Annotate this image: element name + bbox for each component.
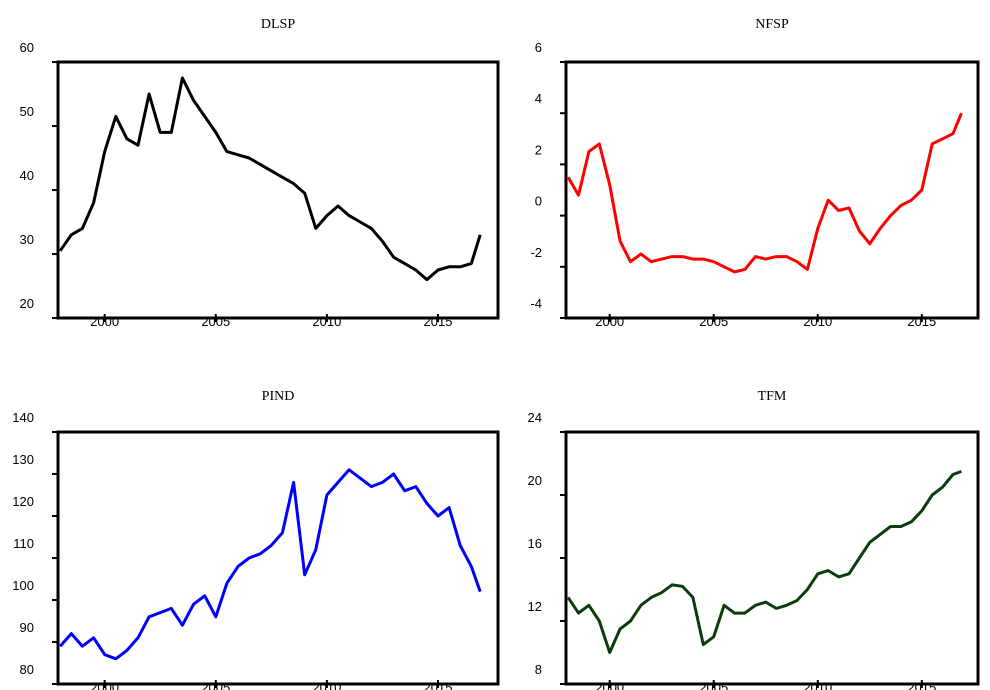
x-tick-label: 2005 [699, 680, 728, 690]
chart-title: DLSP [261, 17, 295, 32]
y-tick-label: 12 [528, 599, 542, 614]
x-tick-label: 2005 [699, 314, 728, 329]
x-tick-label: 2000 [90, 314, 119, 329]
y-tick-label: 130 [12, 452, 34, 467]
plot-frame [56, 60, 500, 320]
x-tick-label: 2000 [90, 680, 119, 690]
data-line [566, 112, 963, 274]
chart-title: PIND [262, 389, 295, 404]
y-tick-label: 2 [535, 142, 542, 157]
y-tick-label: 4 [535, 91, 542, 106]
chart-title: TFM [758, 389, 787, 404]
y-tick-label: 60 [20, 40, 34, 55]
chart-title: NFSP [755, 17, 789, 32]
y-tick-label: 0 [535, 194, 542, 209]
plot-frame [56, 430, 500, 686]
plot-frame [564, 430, 980, 686]
y-tick-label: 24 [528, 410, 542, 425]
y-tick-label: -4 [530, 296, 542, 311]
plot-frame [564, 60, 980, 320]
x-tick-label: 2015 [907, 680, 936, 690]
x-tick-label: 2010 [312, 680, 341, 690]
x-tick-label: 2015 [424, 680, 453, 690]
y-tick-label: 120 [12, 494, 34, 509]
y-tick-label: 90 [20, 620, 34, 635]
x-tick-label: 2010 [803, 314, 832, 329]
y-tick-label: 6 [535, 40, 542, 55]
x-tick-label: 2010 [803, 680, 832, 690]
y-tick-label: 20 [20, 296, 34, 311]
y-tick-label: 40 [20, 168, 34, 183]
x-tick-label: 2000 [595, 680, 624, 690]
data-line [566, 469, 962, 654]
y-tick-label: 50 [20, 104, 34, 119]
x-tick-label: 2005 [201, 680, 230, 690]
x-tick-label: 2015 [424, 314, 453, 329]
x-tick-label: 2000 [595, 314, 624, 329]
y-tick-label: 30 [20, 232, 34, 247]
data-line [58, 76, 482, 282]
y-tick-label: 80 [20, 662, 34, 677]
y-tick-label: 16 [528, 536, 542, 551]
data-line [59, 468, 482, 661]
x-tick-label: 2010 [312, 314, 341, 329]
y-tick-label: 8 [535, 662, 542, 677]
x-tick-label: 2005 [201, 314, 230, 329]
y-tick-label: 110 [13, 536, 34, 551]
y-tick-label: 20 [528, 473, 542, 488]
y-tick-label: 100 [12, 578, 34, 593]
y-tick-label: 140 [12, 410, 34, 425]
y-tick-label: -2 [530, 245, 542, 260]
x-tick-label: 2015 [907, 314, 936, 329]
